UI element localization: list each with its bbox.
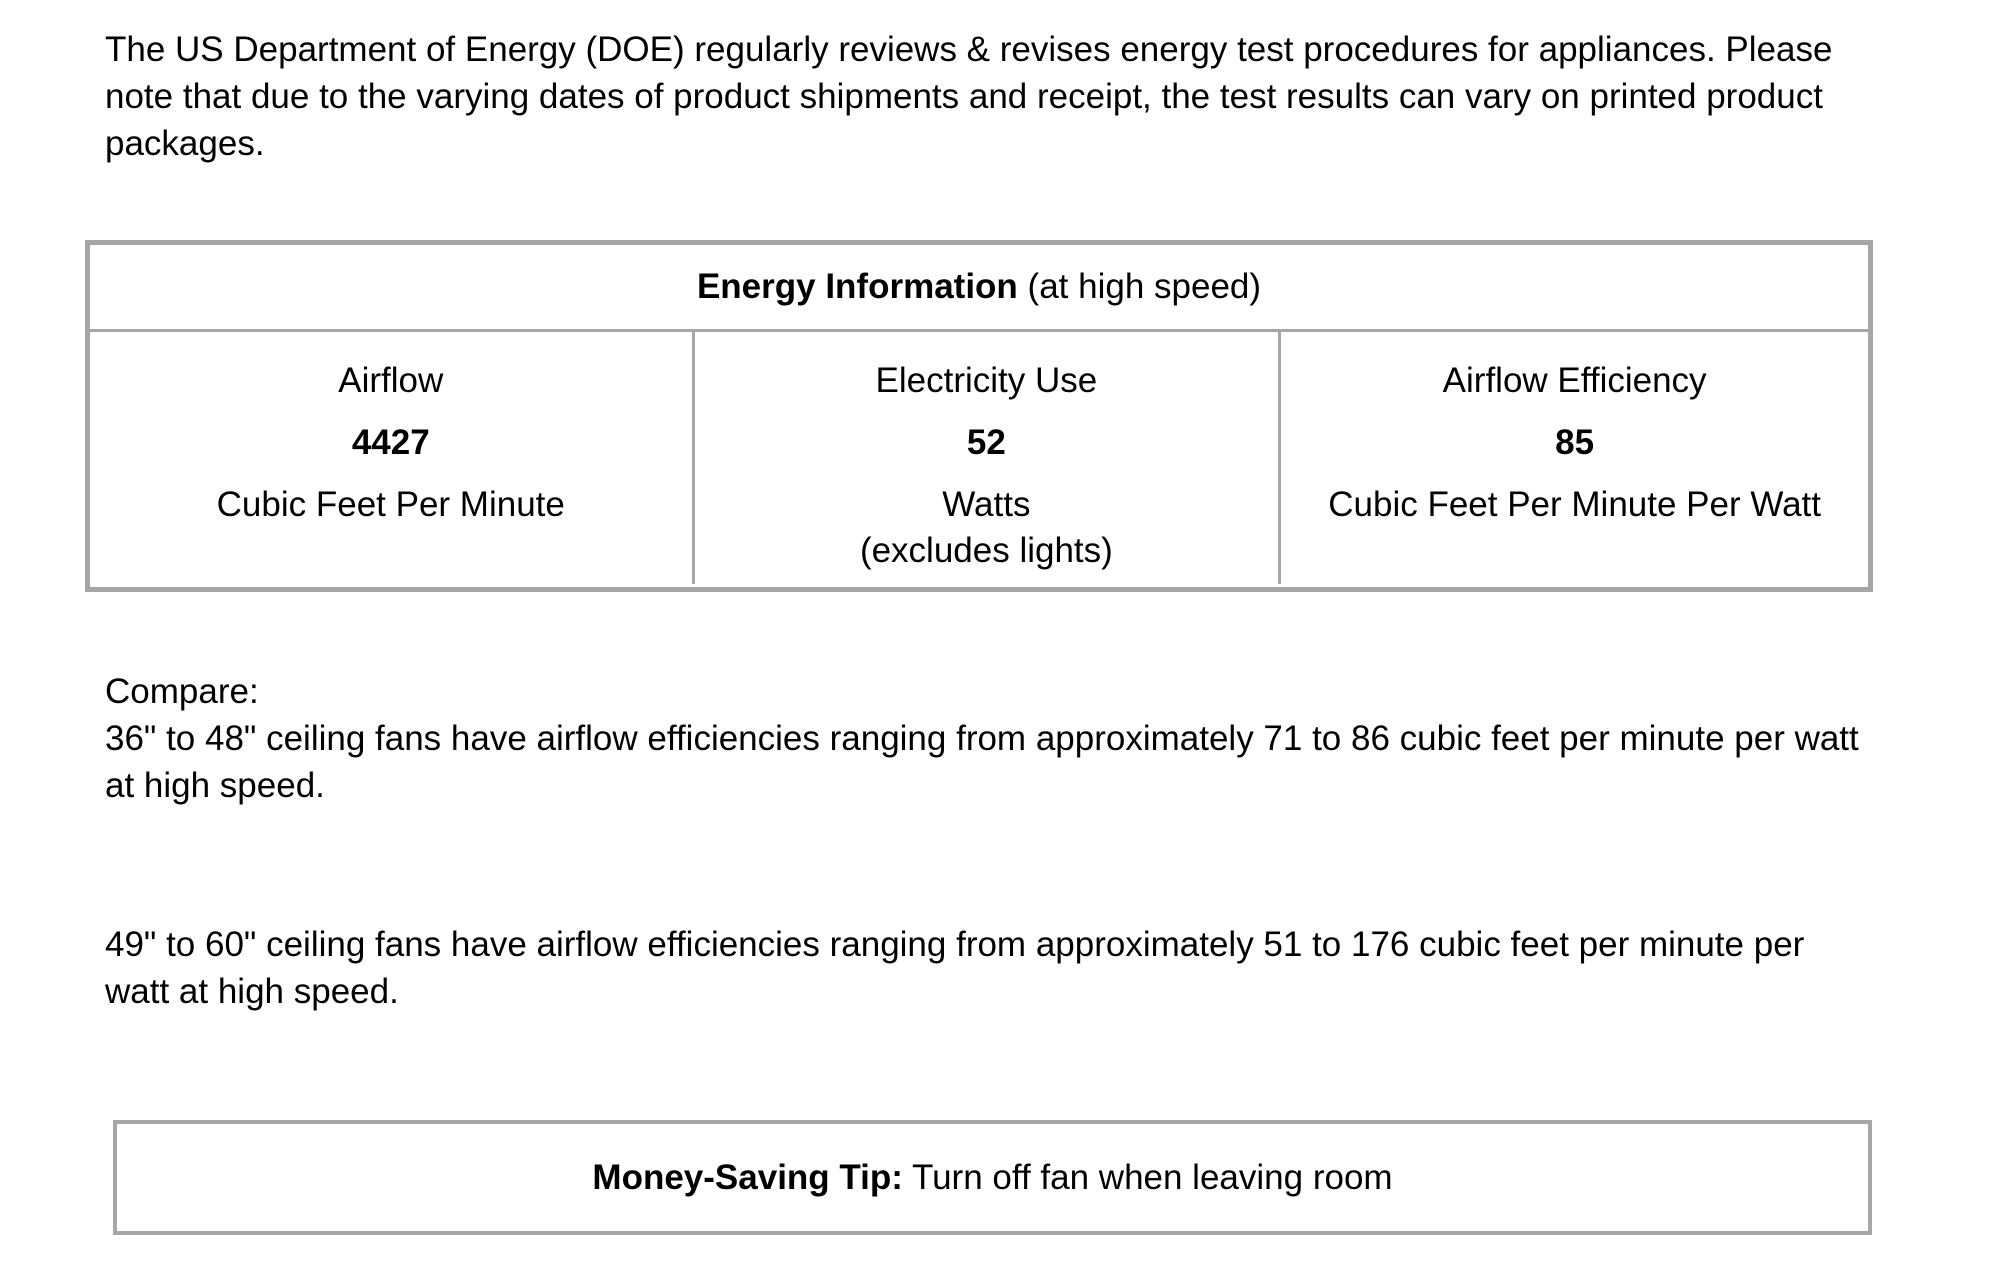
compare-section: Compare: 36" to 48" ceiling fans have ai…: [105, 668, 1860, 1015]
money-saving-tip-label: Money-Saving Tip:: [592, 1157, 903, 1197]
energy-table-title-bold: Energy Information: [696, 267, 1018, 306]
electricity-use-value: 52: [966, 423, 1006, 462]
airflow-efficiency-label: Airflow Efficiency: [1442, 361, 1707, 400]
electricity-use-column: Electricity Use 52 Watts (excludes light…: [695, 332, 1282, 584]
electricity-use-unit-note: (excludes lights): [859, 531, 1113, 570]
airflow-label: Airflow: [338, 361, 444, 400]
doe-intro-paragraph: The US Department of Energy (DOE) regula…: [105, 30, 1833, 163]
electricity-use-label: Electricity Use: [875, 361, 1098, 400]
airflow-efficiency-value: 85: [1555, 423, 1595, 462]
energy-table-title: Energy Information (at high speed): [90, 245, 1868, 332]
energy-table-body: Airflow 4427 Cubic Feet Per Minute Elect…: [90, 332, 1868, 584]
electricity-use-unit: Watts: [942, 485, 1031, 524]
compare-paragraph-36-48: 36" to 48" ceiling fans have airflow eff…: [105, 719, 1859, 805]
airflow-unit: Cubic Feet Per Minute: [216, 485, 565, 524]
energy-information-table: Energy Information (at high speed) Airfl…: [85, 240, 1873, 592]
compare-paragraph-49-60: 49" to 60" ceiling fans have airflow eff…: [105, 925, 1805, 1011]
money-saving-tip-text: Turn off fan when leaving room: [902, 1157, 1393, 1197]
money-saving-tip-box: Money-Saving Tip: Turn off fan when leav…: [113, 1120, 1872, 1235]
airflow-column: Airflow 4427 Cubic Feet Per Minute: [90, 332, 695, 584]
compare-heading: Compare:: [105, 672, 259, 711]
energy-table-title-suffix: (at high speed): [1017, 267, 1262, 306]
airflow-value: 4427: [351, 423, 430, 462]
airflow-efficiency-column: Airflow Efficiency 85 Cubic Feet Per Min…: [1281, 332, 1868, 584]
airflow-efficiency-unit: Cubic Feet Per Minute Per Watt: [1328, 485, 1822, 524]
